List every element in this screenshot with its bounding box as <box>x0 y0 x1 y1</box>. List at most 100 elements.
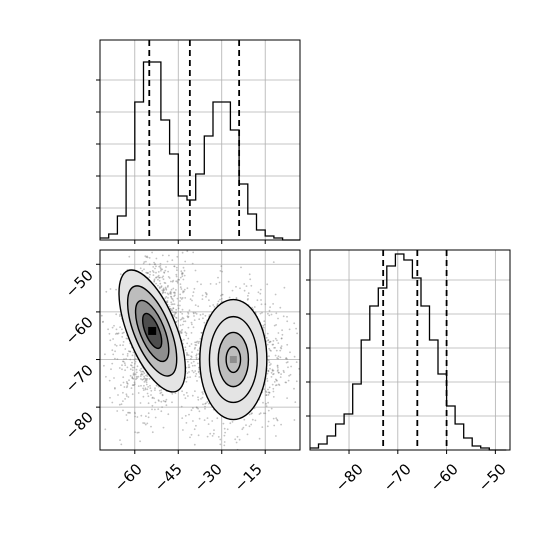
scatter-point <box>198 366 200 369</box>
scatter-point <box>122 360 124 363</box>
scatter-point <box>154 416 157 419</box>
scatter-point <box>219 298 221 301</box>
scatter-point <box>276 339 278 342</box>
scatter-point <box>181 312 184 315</box>
scatter-point <box>181 316 184 319</box>
scatter-point <box>181 328 184 331</box>
scatter-point <box>272 369 275 372</box>
scatter-point <box>279 306 282 309</box>
scatter-point <box>181 273 183 276</box>
scatter-point <box>161 292 164 295</box>
scatter-point <box>276 365 279 367</box>
scatter-point <box>185 380 188 383</box>
scatter-point <box>195 373 198 375</box>
scatter-point <box>153 278 156 281</box>
scatter-point <box>198 410 201 413</box>
scatter-point <box>285 381 288 384</box>
scatter-point <box>173 295 176 297</box>
scatter-point <box>271 368 274 371</box>
scatter-point <box>137 385 140 387</box>
scatter-point <box>113 377 115 379</box>
scatter-point <box>169 292 171 295</box>
scatter-point <box>272 373 275 375</box>
scatter-point <box>129 350 132 353</box>
scatter-point <box>198 318 201 321</box>
scatter-point <box>170 291 172 294</box>
scatter-point <box>117 394 119 396</box>
scatter-point <box>159 262 162 265</box>
scatter-point <box>172 291 175 294</box>
density-peak <box>229 356 237 364</box>
scatter-point <box>109 396 111 399</box>
scatter-point <box>142 262 145 265</box>
scatter-point <box>212 304 215 306</box>
scatter-point <box>205 402 207 405</box>
scatter-point <box>129 374 132 377</box>
scatter-point <box>172 300 175 302</box>
scatter-point <box>188 364 190 366</box>
scatter-point <box>153 279 156 282</box>
scatter-point <box>219 270 222 272</box>
scatter-point <box>194 341 197 344</box>
scatter-point <box>154 267 156 270</box>
scatter-point <box>187 312 190 315</box>
scatter-point <box>151 251 154 254</box>
scatter-point <box>269 367 271 370</box>
scatter-point <box>131 384 134 386</box>
scatter-point <box>196 380 198 382</box>
scatter-point <box>145 374 147 377</box>
scatter-point <box>267 388 269 391</box>
scatter-point <box>187 337 190 340</box>
cluster-1 <box>199 298 268 421</box>
scatter-point <box>260 299 262 301</box>
scatter-point <box>188 371 190 373</box>
scatter-point <box>177 278 180 281</box>
scatter-point <box>121 364 123 367</box>
scatter-point <box>182 278 185 281</box>
scatter-point <box>161 289 164 292</box>
scatter-point <box>197 353 200 355</box>
scatter-point <box>165 288 168 291</box>
scatter-point <box>145 381 148 384</box>
scatter-point <box>194 346 197 349</box>
scatter-point <box>257 291 260 294</box>
scatter-point <box>261 426 264 428</box>
scatter-point <box>126 385 129 387</box>
scatter-point <box>133 373 136 376</box>
scatter-point <box>272 340 275 342</box>
scatter-point <box>167 413 170 416</box>
scatter-point <box>192 251 195 254</box>
scatter-point <box>165 398 168 401</box>
axes-frame <box>99 249 301 451</box>
scatter-point <box>160 285 163 288</box>
scatter-point <box>272 390 275 393</box>
scatter-point <box>191 351 193 353</box>
scatter-point <box>220 294 222 297</box>
scatter-point <box>149 384 151 387</box>
scatter-point <box>187 360 189 363</box>
scatter-point <box>133 411 136 414</box>
scatter-point <box>295 327 297 330</box>
scatter-point <box>216 303 219 305</box>
scatter-point <box>116 410 119 412</box>
scatter-point <box>153 261 156 264</box>
scatter-point <box>143 381 146 383</box>
scatter-point <box>115 344 118 347</box>
scatter-point <box>266 343 269 346</box>
scatter-point <box>157 274 160 277</box>
scatter-point <box>187 326 190 329</box>
scatter-point <box>133 358 136 361</box>
scatter-point <box>206 401 209 403</box>
scatter-point <box>275 435 277 437</box>
scatter-point <box>196 280 199 283</box>
scatter-point <box>126 383 129 385</box>
scatter-point <box>243 283 246 285</box>
scatter-point <box>182 429 184 431</box>
scatter-point <box>136 377 138 380</box>
scatter-point <box>137 392 140 394</box>
scatter-point <box>100 314 103 317</box>
scatter-point <box>176 255 179 258</box>
scatter-point <box>114 350 116 353</box>
scatter-point <box>211 420 214 422</box>
scatter-point <box>150 389 153 392</box>
